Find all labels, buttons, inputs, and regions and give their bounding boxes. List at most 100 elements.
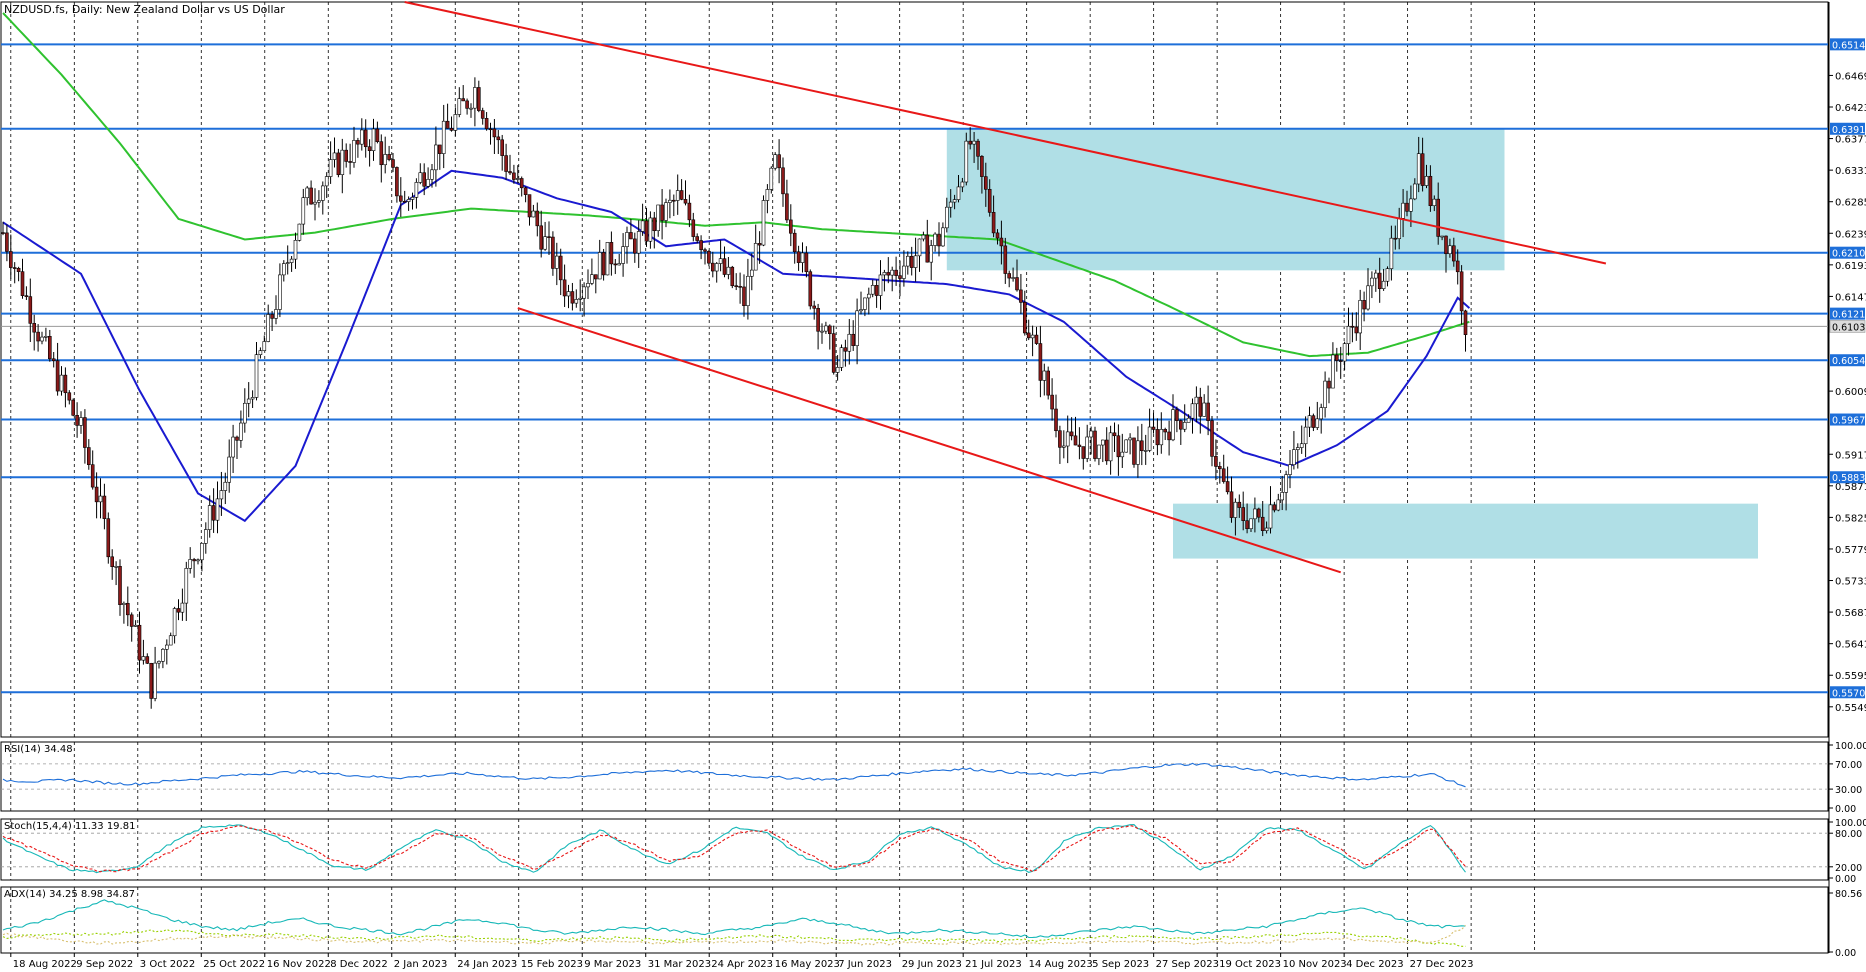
rsi-panel[interactable]: 100.00 70.00 30.00 0.00 [0, 741, 1866, 815]
candle-bear[interactable] [679, 190, 684, 200]
candle-bear[interactable] [1350, 325, 1355, 328]
candle-bear[interactable] [808, 271, 813, 307]
candle-bear[interactable] [445, 120, 450, 129]
candle-bear[interactable] [36, 331, 40, 342]
candle-bull[interactable] [1085, 436, 1089, 459]
candle-bull[interactable] [1143, 450, 1148, 452]
candle-bull[interactable] [278, 274, 282, 310]
candle-bull[interactable] [1065, 431, 1070, 447]
candle-bear[interactable] [710, 262, 715, 272]
candle-bear[interactable] [356, 140, 360, 145]
candle-bear[interactable] [788, 219, 793, 234]
candle-bull[interactable] [430, 169, 434, 180]
price-panel[interactable]: 0.64690 0.64230 0.63770 0.63310 0.62850 0.623… [0, 1, 1866, 953]
candle-bull[interactable] [114, 566, 118, 568]
candle-bull[interactable] [258, 350, 263, 355]
candle-bull[interactable] [1401, 202, 1405, 219]
candle-bull[interactable] [184, 568, 189, 604]
candle-bull[interactable] [262, 341, 267, 351]
candle-bear[interactable] [1245, 520, 1249, 530]
candle-bear[interactable] [496, 136, 501, 141]
candle-bull[interactable] [1315, 418, 1320, 428]
candle-bear[interactable] [1015, 277, 1019, 291]
candle-bull[interactable] [340, 149, 345, 175]
candle-bear[interactable] [551, 236, 555, 269]
candle-bull[interactable] [1011, 277, 1015, 279]
candle-bear[interactable] [488, 128, 493, 131]
candle-bull[interactable] [40, 336, 44, 342]
adx-panel[interactable]: 80.56 0.00 [0, 886, 1862, 959]
candle-bull[interactable] [1288, 464, 1292, 475]
candle-bull[interactable] [313, 201, 317, 205]
candle-bull[interactable] [1253, 508, 1257, 520]
candle-bull[interactable] [835, 367, 840, 373]
candle-bear[interactable] [67, 392, 72, 401]
candle-bull[interactable] [714, 263, 719, 272]
candle-bull[interactable] [200, 543, 204, 561]
candle-bull[interactable] [1147, 426, 1152, 451]
candle-bull[interactable] [332, 152, 337, 160]
candle-bear[interactable] [695, 236, 700, 241]
candle-bear[interactable] [16, 267, 21, 272]
candle-bull[interactable] [648, 217, 653, 242]
candle-bear[interactable] [508, 171, 512, 174]
candle-bull[interactable] [948, 201, 953, 208]
candle-bull[interactable] [1416, 153, 1421, 185]
candle-bear[interactable] [9, 251, 13, 268]
candle-bear[interactable] [1260, 516, 1265, 531]
candle-bull[interactable] [1331, 354, 1335, 389]
candle-bull[interactable] [933, 233, 937, 246]
candle-bull[interactable] [1128, 437, 1132, 441]
candle-bull[interactable] [207, 505, 212, 530]
candle-bull[interactable] [434, 144, 438, 171]
candle-bull[interactable] [586, 283, 590, 288]
candle-bear[interactable] [47, 336, 52, 360]
candle-bull[interactable] [441, 120, 446, 154]
candle-bear[interactable] [1112, 432, 1117, 437]
candle-bear[interactable] [609, 242, 614, 265]
candle-bull[interactable] [227, 456, 231, 483]
candle-bear[interactable] [699, 240, 703, 251]
candle-bear[interactable] [500, 139, 505, 156]
candle-bear[interactable] [235, 436, 239, 441]
candle-bull[interactable] [266, 314, 271, 342]
candle-bull[interactable] [972, 140, 976, 145]
candle-bear[interactable] [1069, 431, 1074, 437]
candle-bull[interactable] [371, 128, 376, 151]
candle-bull[interactable] [824, 325, 828, 332]
candle-bull[interactable] [921, 234, 926, 240]
candle-bull[interactable] [859, 309, 863, 312]
candle-bull[interactable] [359, 129, 364, 145]
candle-bull[interactable] [285, 262, 290, 264]
candle-bear[interactable] [106, 518, 111, 558]
candle-bear[interactable] [937, 233, 941, 247]
candle-bear[interactable] [1179, 420, 1183, 430]
candle-bull[interactable] [625, 232, 629, 247]
candle-bull[interactable] [293, 239, 298, 260]
candle-bull[interactable] [1292, 449, 1296, 465]
candle-bear[interactable] [523, 187, 528, 195]
candle-bull[interactable] [543, 236, 547, 250]
candle-bear[interactable] [613, 263, 618, 266]
candle-bear[interactable] [363, 129, 368, 148]
candle-bear[interactable] [51, 358, 56, 362]
candle-bear[interactable] [422, 172, 427, 187]
candle-bull[interactable] [317, 200, 321, 203]
candle-bull[interactable] [157, 661, 161, 664]
candle-bear[interactable] [671, 199, 676, 202]
candle-bear[interactable] [1104, 439, 1109, 462]
candle-bear[interactable] [983, 176, 988, 190]
candle-bull[interactable] [320, 185, 325, 201]
candle-bull[interactable] [305, 187, 310, 198]
candle-bear[interactable] [1003, 245, 1008, 274]
trend-line[interactable] [404, 1, 1607, 265]
candle-bull[interactable] [1303, 426, 1308, 445]
candle-bull[interactable] [605, 242, 610, 276]
candle-bear[interactable] [1155, 429, 1160, 446]
candle-bear[interactable] [601, 252, 606, 276]
candle-bull[interactable] [656, 204, 661, 232]
candle-bull[interactable] [231, 436, 235, 458]
candle-bull[interactable] [847, 333, 852, 352]
candle-bear[interactable] [1034, 334, 1039, 344]
candle-bull[interactable] [1366, 285, 1370, 310]
